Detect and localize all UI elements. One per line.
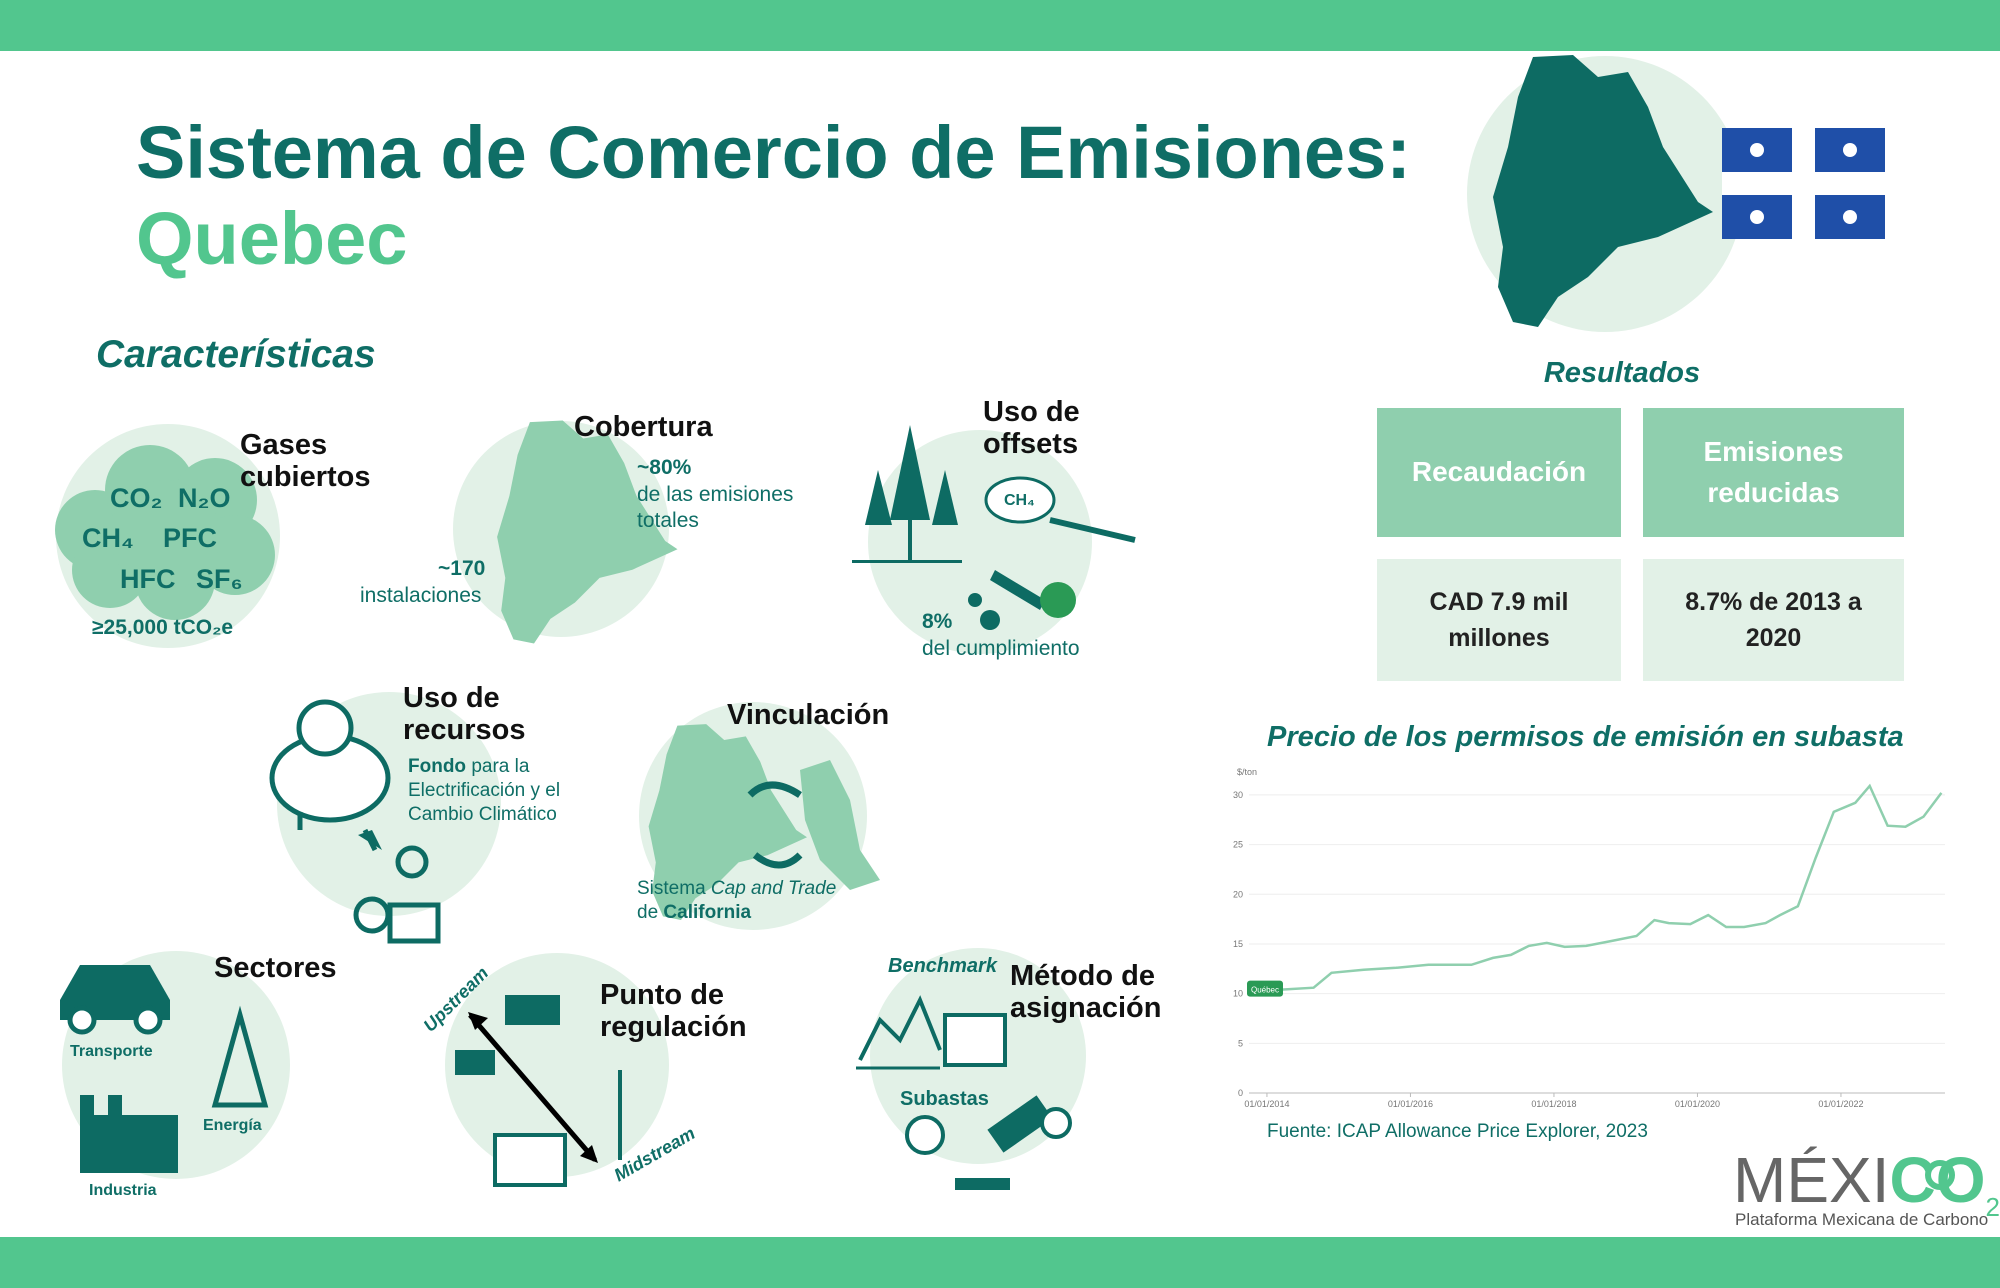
y-tick-label: 20	[1233, 889, 1243, 899]
facilities: ~170	[438, 557, 486, 580]
revenue-text: Fondo para la Electrificación y el Cambi…	[408, 755, 578, 826]
logo-part: CO	[1889, 1144, 1986, 1216]
x-tick-label: 01/01/2014	[1244, 1099, 1289, 1109]
x-tick-label: 01/01/2016	[1388, 1099, 1433, 1109]
gas: HFC	[120, 564, 176, 594]
sector: Industria	[89, 1182, 157, 1199]
threshold: ≥25,000 tCO₂e	[92, 616, 234, 639]
feature-title: Sectores	[214, 952, 337, 984]
sector: Transporte	[70, 1043, 153, 1060]
feature-title: Método de asignación	[1010, 960, 1162, 1024]
fund-name: Fondo	[408, 756, 467, 777]
bottom-band	[0, 1237, 2000, 1288]
section-heading: Características	[96, 333, 376, 376]
allocation-icons	[856, 995, 1072, 1190]
price-line	[1281, 783, 1943, 991]
gas: CO₂	[110, 483, 163, 513]
y-tick-label: 0	[1238, 1088, 1243, 1098]
top-band	[0, 0, 2000, 51]
quebec-flag	[1722, 128, 1885, 239]
y-tick-label: 25	[1233, 840, 1243, 850]
linkage-part: California	[663, 901, 752, 923]
swap-arrows	[747, 781, 803, 869]
offsets-icon	[852, 425, 1136, 630]
title: Sistema de Comercio de Emisiones:	[136, 111, 1411, 194]
offsets-share: 8%	[922, 610, 953, 633]
x-tick-label: 01/01/2022	[1818, 1099, 1863, 1109]
feature-title: Gases cubiertos	[240, 429, 371, 493]
gas-cloud	[55, 445, 275, 620]
series-label: Québec	[1251, 986, 1279, 995]
auctions-label: Subastas	[900, 1088, 989, 1110]
facilities-text: instalaciones	[360, 584, 482, 607]
feature-title: Vinculación	[727, 699, 890, 731]
y-tick-label: 5	[1238, 1038, 1243, 1048]
y-axis-label: $/ton	[1237, 767, 1257, 777]
y-tick-label: 15	[1233, 939, 1243, 949]
x-tick-label: 01/01/2020	[1675, 1099, 1720, 1109]
coverage-share: ~80%	[637, 456, 692, 479]
subtitle: Quebec	[136, 197, 408, 280]
icon-label: CH₄	[1004, 492, 1035, 509]
results-header: Recaudación	[1377, 408, 1621, 537]
linkage-part: Sistema	[637, 878, 706, 899]
linkage-text: Sistema Cap and Trade de California	[637, 877, 857, 925]
logo-tagline: Plataforma Mexicana de Carbono	[1735, 1210, 1989, 1229]
results-value: 8.7% de 2013 a 2020	[1643, 559, 1904, 681]
gas: CH₄	[82, 523, 134, 553]
linkage-part: Cap and Trade	[710, 878, 837, 899]
feature-title: Uso de recursos	[403, 682, 526, 746]
logo-part: MÉXI	[1733, 1144, 1890, 1216]
feature-title: Cobertura	[574, 411, 713, 443]
x-tick-label: 01/01/2018	[1531, 1099, 1576, 1109]
y-tick-label: 30	[1233, 790, 1243, 800]
gas: N₂O	[178, 483, 231, 513]
fund-text: para la Electrificación y el Cambio Clim…	[408, 756, 561, 825]
benchmark-label: Benchmark	[888, 955, 997, 977]
offsets-text: del cumplimiento	[922, 637, 1080, 660]
logo: MÉXICO2	[1733, 1148, 2000, 1220]
feature-title: Punto de regulación	[600, 979, 747, 1043]
feature-title: Uso de offsets	[983, 396, 1080, 460]
regulation-icons	[455, 995, 622, 1187]
results-header: Emisiones reducidas	[1643, 408, 1904, 537]
chart-title: Precio de los permisos de emisión en sub…	[1267, 721, 1904, 753]
california-map	[800, 760, 880, 890]
price-chart: $/ton 0 5 10 15 20 25 30 01/01/2014 01/01/2016 01/…	[1233, 767, 1945, 1109]
chart-source: Fuente: ICAP Allowance Price Explorer, 2…	[1267, 1121, 1648, 1142]
gas: PFC	[163, 523, 217, 553]
logo-mark	[1925, 1160, 1955, 1190]
coverage-text: de las emisiones totales	[637, 483, 794, 533]
sector: Energía	[203, 1117, 262, 1134]
arrow-icon	[358, 830, 382, 850]
results-value: CAD 7.9 mil millones	[1377, 559, 1621, 681]
sectors-icons	[60, 965, 269, 1173]
linkage-part: de	[637, 901, 659, 923]
y-tick-label: 10	[1233, 989, 1243, 999]
logo-part: 2	[1985, 1191, 2000, 1222]
series-tag	[1247, 980, 1283, 997]
gas: SF₆	[196, 564, 243, 594]
results-title: Resultados	[1543, 357, 1701, 389]
